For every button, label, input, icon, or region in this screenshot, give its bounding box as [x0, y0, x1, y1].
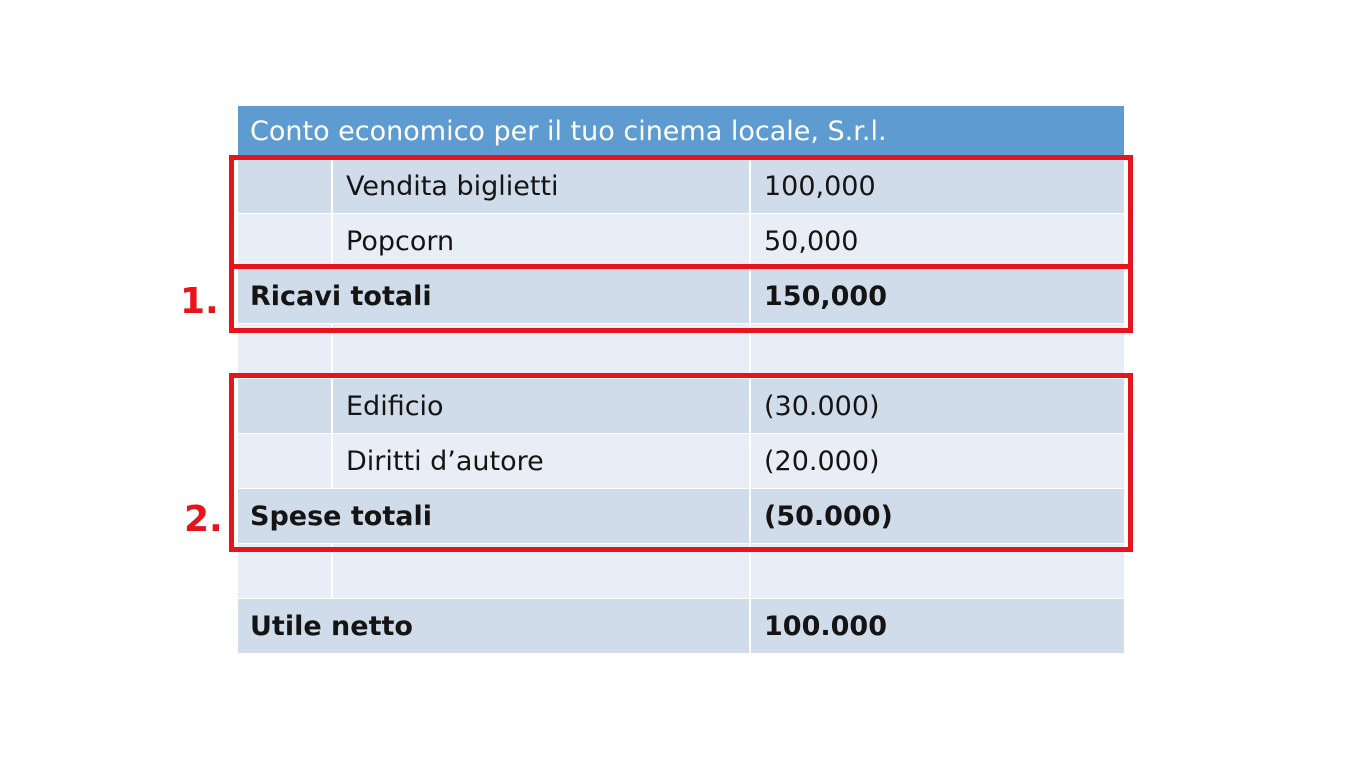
row-label: Diritti d’autore: [333, 434, 751, 488]
row-value: (20.000): [764, 445, 880, 477]
row-value: 50,000: [764, 225, 859, 257]
indent-cell: [238, 324, 333, 378]
total-label: Ricavi totali: [238, 269, 751, 323]
expense-total-row: Spese totali (50.000): [238, 488, 1124, 543]
marker-2: 2.: [184, 499, 223, 540]
revenue-row-popcorn: Popcorn 50,000: [238, 213, 1124, 268]
income-statement-table: Conto economico per il tuo cinema locale…: [238, 106, 1124, 653]
indent-cell: [238, 214, 333, 268]
revenue-row-tickets: Vendita biglietti 100,000: [238, 158, 1124, 213]
expense-row-building: Edificio (30.000): [238, 378, 1124, 433]
total-label: Spese totali: [238, 489, 751, 543]
spacer-row: [238, 323, 1124, 378]
marker-1: 1.: [180, 281, 219, 322]
spacer-row: [238, 543, 1124, 598]
empty-cell: [751, 324, 1124, 378]
row-value: 100,000: [764, 170, 876, 202]
empty-cell: [333, 544, 751, 598]
indent-cell: [238, 434, 333, 488]
row-label: Popcorn: [333, 214, 751, 268]
row-label: Vendita biglietti: [333, 159, 751, 213]
indent-cell: [238, 379, 333, 433]
expense-row-copyright: Diritti d’autore (20.000): [238, 433, 1124, 488]
revenue-total-row: Ricavi totali 150,000: [238, 268, 1124, 323]
total-value: (50.000): [764, 500, 893, 532]
total-value: 100.000: [764, 610, 887, 642]
table-title: Conto economico per il tuo cinema locale…: [238, 106, 1124, 158]
indent-cell: [238, 159, 333, 213]
row-value: (30.000): [764, 390, 880, 422]
row-label: Edificio: [333, 379, 751, 433]
net-income-row: Utile netto 100.000: [238, 598, 1124, 653]
total-label: Utile netto: [238, 599, 751, 653]
empty-cell: [751, 544, 1124, 598]
total-value: 150,000: [764, 280, 887, 312]
empty-cell: [333, 324, 751, 378]
indent-cell: [238, 544, 333, 598]
